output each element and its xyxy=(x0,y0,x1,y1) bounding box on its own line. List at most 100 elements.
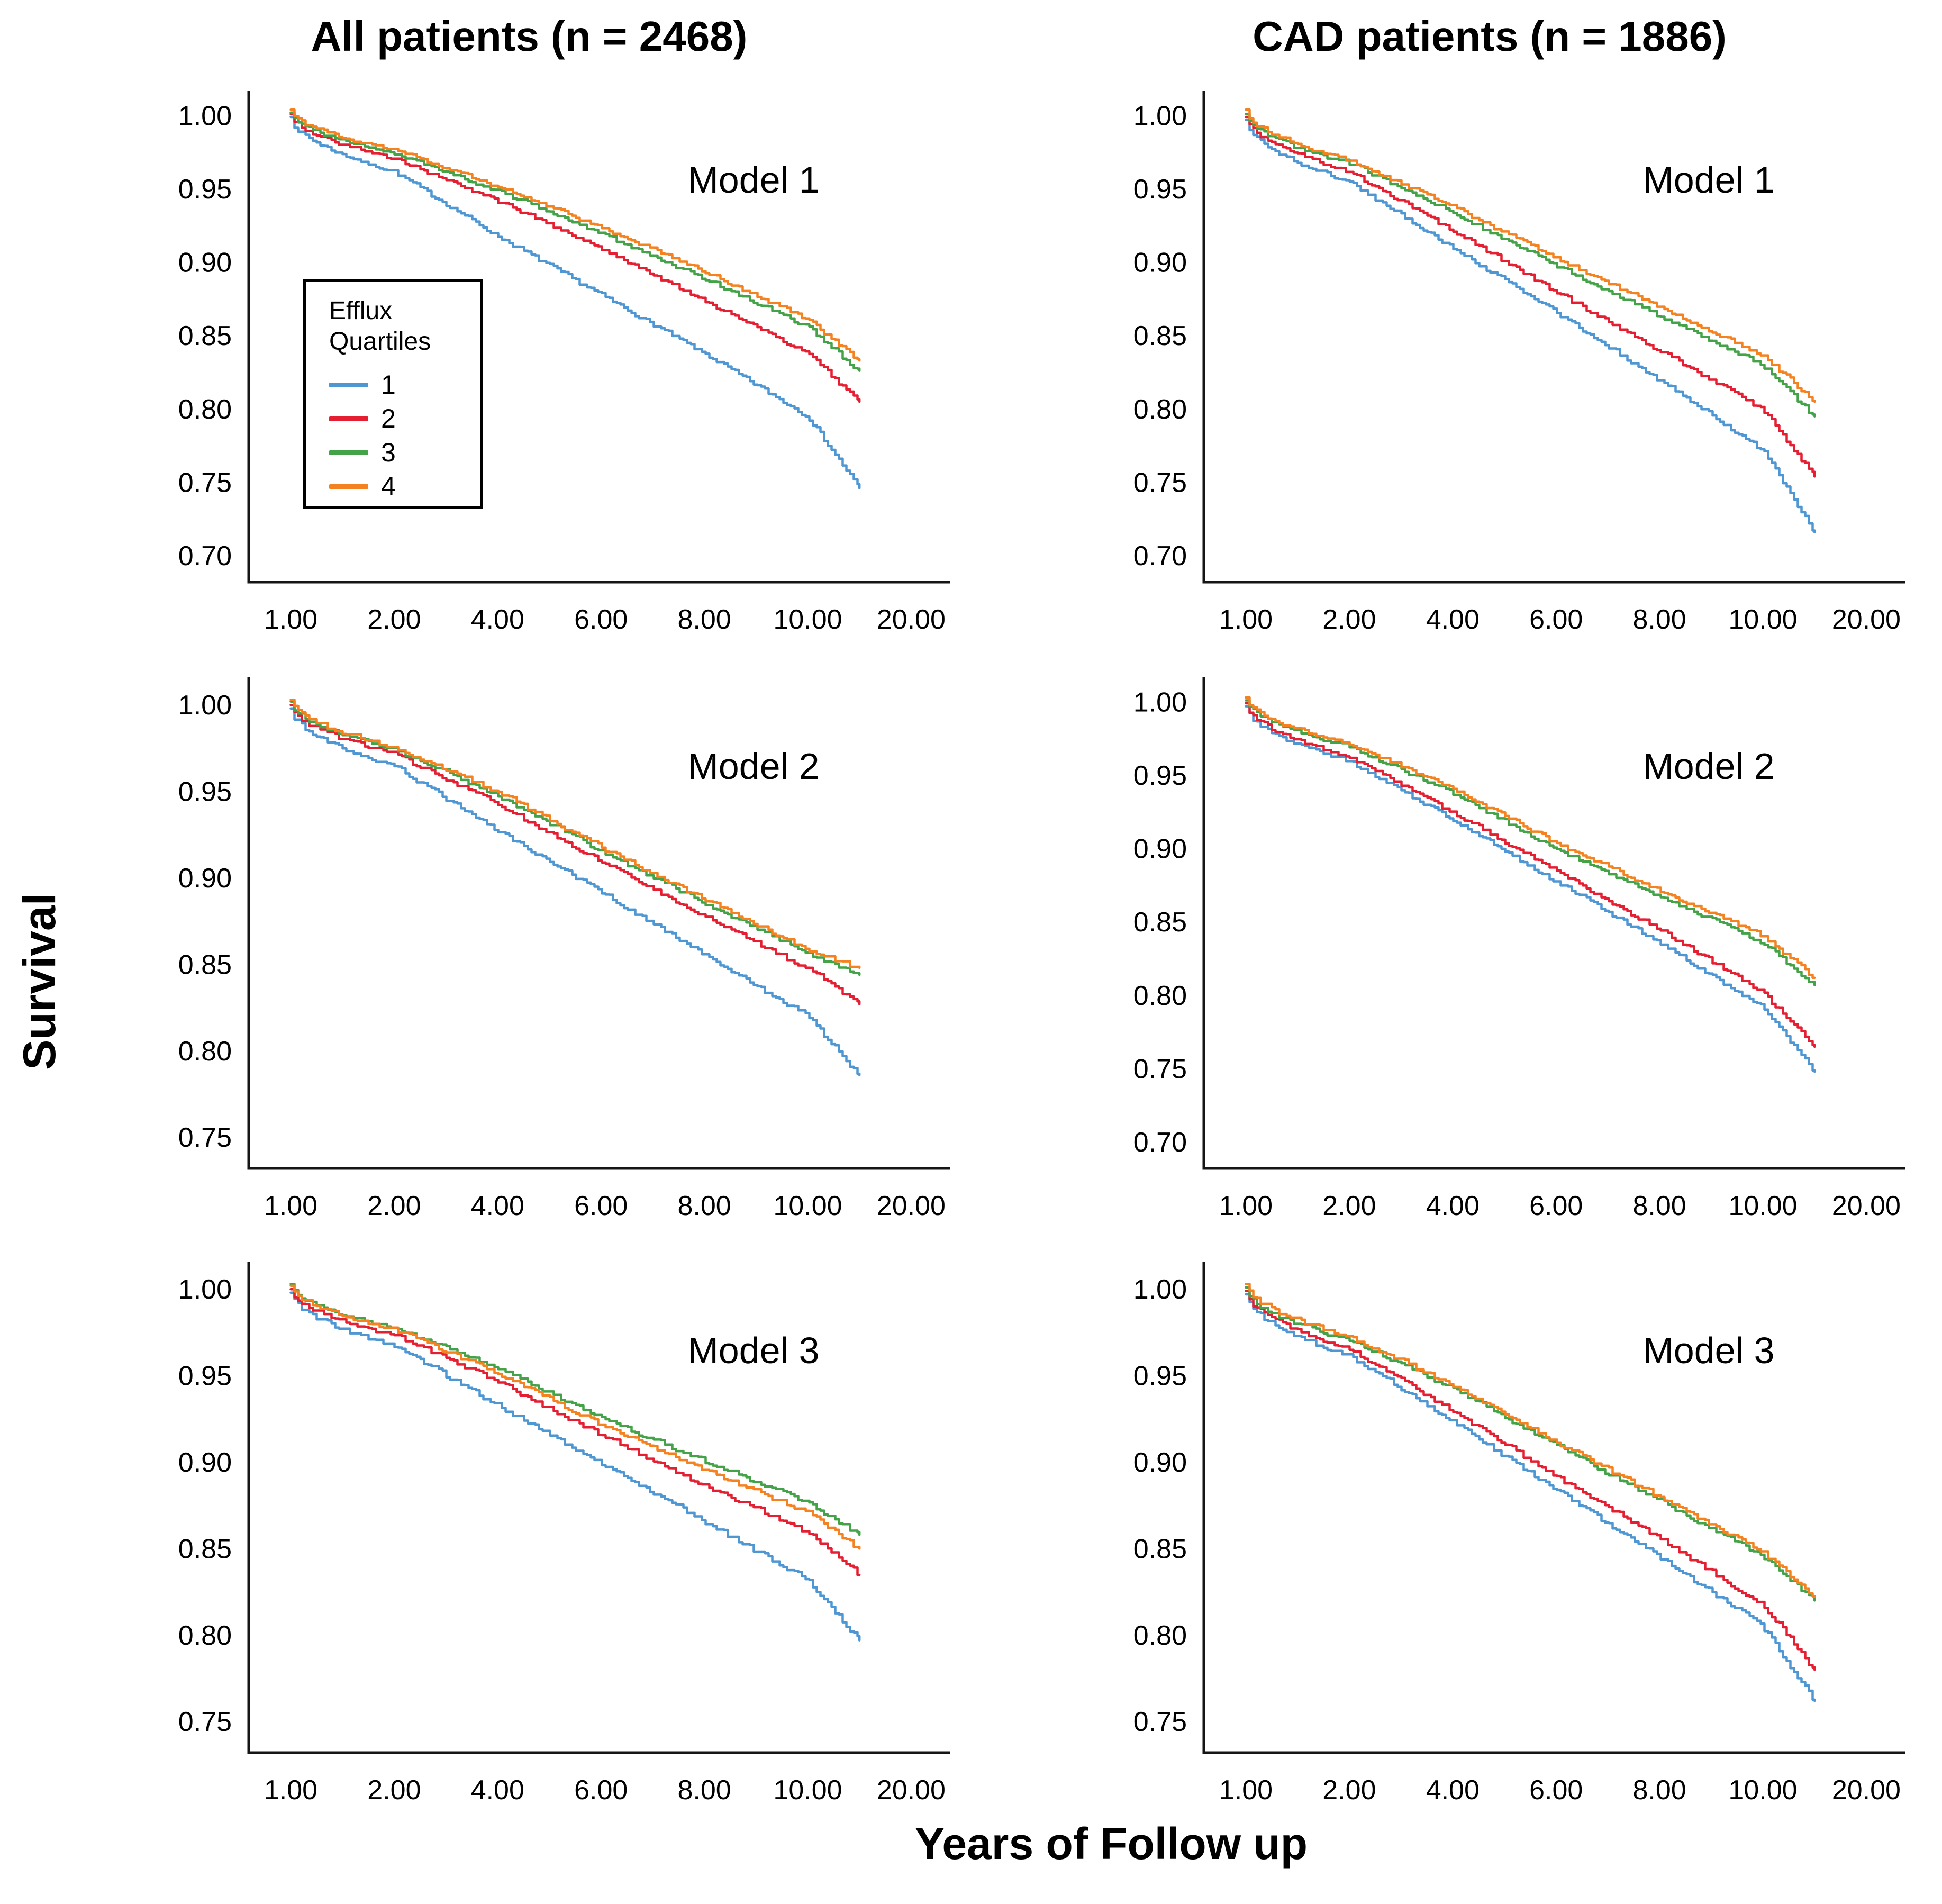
y-tick-label: 0.80 xyxy=(1133,394,1187,425)
axis-spines xyxy=(247,1262,950,1754)
km-plot-all-model2: 0.75 0.80 0.85 0.90 0.95 1.00 1.00 2.00 4.00 6.00… xyxy=(178,677,950,1221)
y-tick-label: 0.80 xyxy=(178,1036,232,1067)
panel-all-model1: 0.70 0.75 0.80 0.85 0.90 0.95 1.00 1.00 2.00 4.00… xyxy=(74,79,974,651)
x-tick-label: 10.00 xyxy=(773,604,842,635)
x-tick-label: 6.00 xyxy=(1529,604,1583,635)
column-title-all-patients: All patients (n = 2468) xyxy=(311,13,748,60)
legend-title-line-2: Quartiles xyxy=(329,328,431,356)
x-tick-label: 4.00 xyxy=(1426,604,1480,635)
x-tick-label: 1.00 xyxy=(264,1191,317,1221)
km-curve-quartile-1 xyxy=(1245,705,1816,1073)
y-tick-label: 1.00 xyxy=(178,690,232,721)
x-tick-label: 1.00 xyxy=(1219,1775,1273,1806)
x-tick-label: 4.00 xyxy=(471,604,524,635)
legend-item-quartile-1: 1 xyxy=(329,368,480,402)
legend-item-label: 1 xyxy=(381,370,396,400)
x-tick-label: 4.00 xyxy=(471,1775,524,1806)
legend-efflux-quartiles: Efflux Quartiles 1 2 3 4 xyxy=(303,279,483,509)
legend-items: 1 2 3 4 xyxy=(329,368,480,503)
y-tick-label: 1.00 xyxy=(178,1274,232,1305)
x-tick-label: 20.00 xyxy=(877,1191,946,1221)
y-tick-label: 0.85 xyxy=(178,949,232,980)
km-plot-all-model1: 0.70 0.75 0.80 0.85 0.90 0.95 1.00 1.00 2.00 4.00… xyxy=(178,91,950,635)
y-tick-label: 0.80 xyxy=(178,394,232,425)
y-tick-label: 0.90 xyxy=(1133,834,1187,865)
km-plot-cad-model3: 0.75 0.80 0.85 0.90 0.95 1.00 1.00 2.00 4.00 6.00… xyxy=(1133,1262,1905,1806)
model-label: Model 2 xyxy=(1642,746,1775,787)
axis-spines xyxy=(1202,91,1905,584)
model-label: Model 2 xyxy=(687,746,820,787)
km-curve-quartile-1 xyxy=(289,707,861,1076)
x-tick-label: 8.00 xyxy=(1632,604,1686,635)
km-plot-cad-model1: 0.70 0.75 0.80 0.85 0.90 0.95 1.00 1.00 2.00 4.00… xyxy=(1133,91,1905,635)
y-tick-label: 0.85 xyxy=(178,1534,232,1564)
y-tick-label: 0.90 xyxy=(1133,248,1187,278)
x-tick-label: 2.00 xyxy=(1322,1775,1376,1806)
km-curve-quartile-2 xyxy=(289,1288,861,1576)
legend-item-label: 2 xyxy=(381,404,396,433)
km-curve-quartile-1 xyxy=(289,115,861,489)
y-tick-label: 0.75 xyxy=(1133,1707,1187,1737)
y-tick-label: 0.85 xyxy=(1133,321,1187,351)
legend-item-quartile-4: 4 xyxy=(329,469,480,503)
x-tick-label: 20.00 xyxy=(1832,604,1901,635)
panel-all-model3: 0.75 0.80 0.85 0.90 0.95 1.00 1.00 2.00 4.00 6.00… xyxy=(74,1250,974,1821)
x-tick-label: 6.00 xyxy=(574,1775,628,1806)
legend-item-quartile-2: 2 xyxy=(329,402,480,436)
x-tick-label: 1.00 xyxy=(1219,1191,1273,1221)
y-tick-label: 0.85 xyxy=(1133,1534,1187,1564)
axis-spines xyxy=(1202,1262,1905,1754)
x-tick-label: 10.00 xyxy=(773,1191,842,1221)
x-tick-label: 2.00 xyxy=(367,1191,421,1221)
panel-cad-model2: 0.70 0.75 0.80 0.85 0.90 0.95 1.00 1.00 2.00 4.00… xyxy=(1029,666,1929,1237)
km-curve-quartile-4 xyxy=(1245,1283,1816,1599)
x-tick-label: 8.00 xyxy=(1632,1191,1686,1221)
y-tick-label: 0.90 xyxy=(1133,1447,1187,1478)
y-tick-label: 0.80 xyxy=(1133,1620,1187,1651)
km-curve-quartile-3 xyxy=(1245,699,1816,986)
y-tick-label: 0.90 xyxy=(178,1447,232,1478)
x-tick-label: 10.00 xyxy=(1728,1775,1797,1806)
km-curve-quartile-2 xyxy=(1245,702,1816,1048)
y-tick-label: 0.75 xyxy=(178,468,232,498)
model-label: Model 1 xyxy=(1642,159,1775,201)
km-curve-quartile-2 xyxy=(289,113,861,403)
x-tick-label: 2.00 xyxy=(367,1775,421,1806)
x-tick-label: 4.00 xyxy=(1426,1191,1480,1221)
legend-swatch-quartile-3 xyxy=(329,450,368,455)
y-tick-label: 1.00 xyxy=(1133,101,1187,131)
legend-swatch-quartile-4 xyxy=(329,484,368,489)
y-tick-label: 0.75 xyxy=(178,1122,232,1153)
km-curve-quartile-2 xyxy=(1245,115,1816,478)
x-tick-label: 10.00 xyxy=(1728,604,1797,635)
km-curve-quartile-1 xyxy=(289,1291,861,1642)
axis-spines xyxy=(247,677,950,1170)
x-tick-label: 2.00 xyxy=(1322,1191,1376,1221)
y-tick-label: 0.95 xyxy=(1133,174,1187,205)
y-tick-label: 0.70 xyxy=(1133,1127,1187,1158)
y-tick-label: 0.70 xyxy=(1133,541,1187,572)
x-tick-label: 20.00 xyxy=(1832,1775,1901,1806)
km-curve-quartile-4 xyxy=(289,699,861,969)
x-tick-label: 1.00 xyxy=(1219,604,1273,635)
km-curve-quartile-2 xyxy=(1245,1290,1816,1671)
y-tick-label: 0.90 xyxy=(178,863,232,894)
y-tick-label: 0.95 xyxy=(178,777,232,808)
legend-swatch-quartile-2 xyxy=(329,416,368,421)
x-tick-label: 1.00 xyxy=(264,1775,317,1806)
y-tick-label: 0.85 xyxy=(1133,907,1187,938)
panel-cad-model1: 0.70 0.75 0.80 0.85 0.90 0.95 1.00 1.00 2.00 4.00… xyxy=(1029,79,1929,651)
axis-spines xyxy=(1202,677,1905,1170)
km-curve-quartile-3 xyxy=(1245,113,1816,418)
x-tick-label: 20.00 xyxy=(877,1775,946,1806)
x-tick-label: 2.00 xyxy=(367,604,421,635)
y-tick-label: 0.75 xyxy=(1133,1054,1187,1085)
panel-all-model2: 0.75 0.80 0.85 0.90 0.95 1.00 1.00 2.00 4.00 6.00… xyxy=(74,666,974,1237)
axis-spines xyxy=(247,91,950,584)
x-tick-label: 1.00 xyxy=(264,604,317,635)
y-tick-label: 0.90 xyxy=(178,248,232,278)
y-tick-label: 0.95 xyxy=(178,1361,232,1392)
km-curve-quartile-4 xyxy=(1245,696,1816,980)
model-label: Model 3 xyxy=(687,1330,820,1371)
